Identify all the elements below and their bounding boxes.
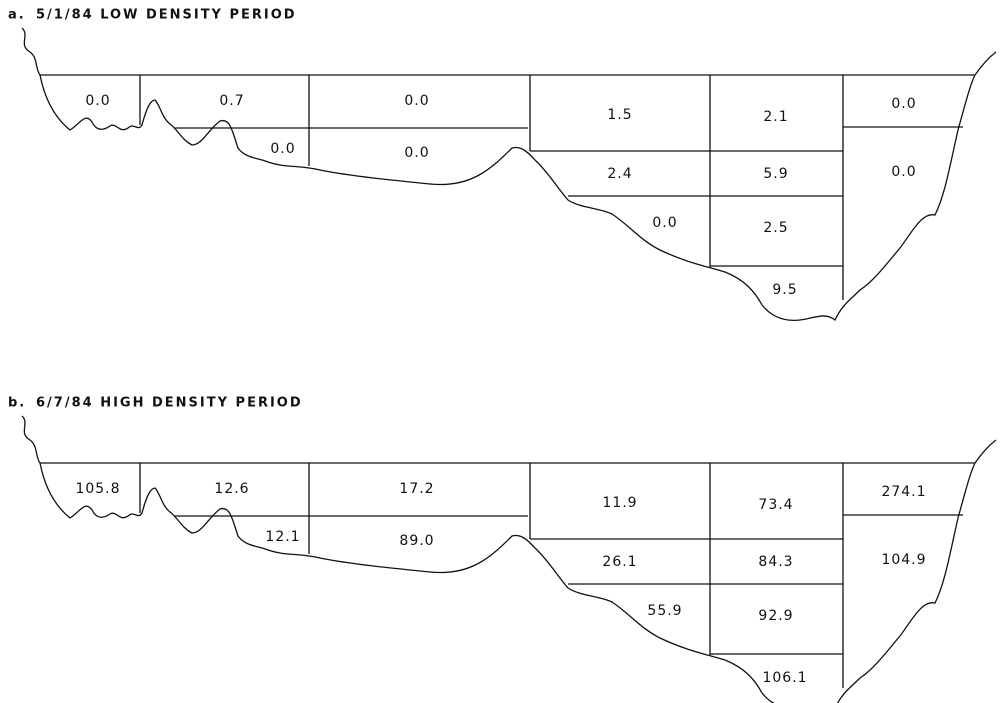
cell-value: 106.1 (762, 670, 807, 686)
cell-value: 0.0 (85, 93, 110, 109)
panel-title: 6/7/84 HIGH DENSITY PERIOD (36, 396, 303, 411)
cell-value: 2.5 (763, 220, 788, 236)
cell-value: 0.0 (652, 215, 677, 231)
cross-section-outline (21, 415, 997, 703)
cell-value: 55.9 (647, 603, 682, 619)
cell-value: 12.1 (265, 529, 300, 545)
cell-value: 0.0 (404, 145, 429, 161)
cell-value: 2.4 (607, 166, 632, 182)
cell-value: 84.3 (758, 554, 793, 570)
cell-value: 9.5 (772, 282, 797, 298)
cell-value: 104.9 (881, 552, 926, 568)
panel-title: 5/1/84 LOW DENSITY PERIOD (36, 8, 297, 23)
cell-value: 0.0 (404, 93, 429, 109)
cross-section-panel: b. 6/7/84 HIGH DENSITY PERIOD 105.8 12.6 17.… (8, 396, 997, 703)
cell-value: 105.8 (75, 481, 120, 497)
cell-value: 0.0 (270, 141, 295, 157)
cell-value: 26.1 (602, 554, 637, 570)
cell-value: 1.5 (607, 107, 632, 123)
cell-value: 0.0 (891, 96, 916, 112)
cell-value: 0.0 (891, 164, 916, 180)
cell-value: 73.4 (758, 497, 793, 513)
cross-section-outline (21, 27, 997, 321)
cell-value: 17.2 (399, 481, 434, 497)
cell-value: 92.9 (758, 608, 793, 624)
panel-label: a. (8, 8, 26, 23)
cross-section-panel: a. 5/1/84 LOW DENSITY PERIOD 0.0 0.7 0.0 1.5 2… (8, 8, 997, 321)
cell-value: 274.1 (881, 484, 926, 500)
cell-value: 89.0 (399, 533, 434, 549)
cell-value: 12.6 (214, 481, 249, 497)
cell-value: 11.9 (602, 495, 637, 511)
cell-value: 0.7 (219, 93, 244, 109)
cell-value: 2.1 (763, 109, 788, 125)
panel-label: b. (8, 396, 26, 411)
cell-value: 5.9 (763, 166, 788, 182)
